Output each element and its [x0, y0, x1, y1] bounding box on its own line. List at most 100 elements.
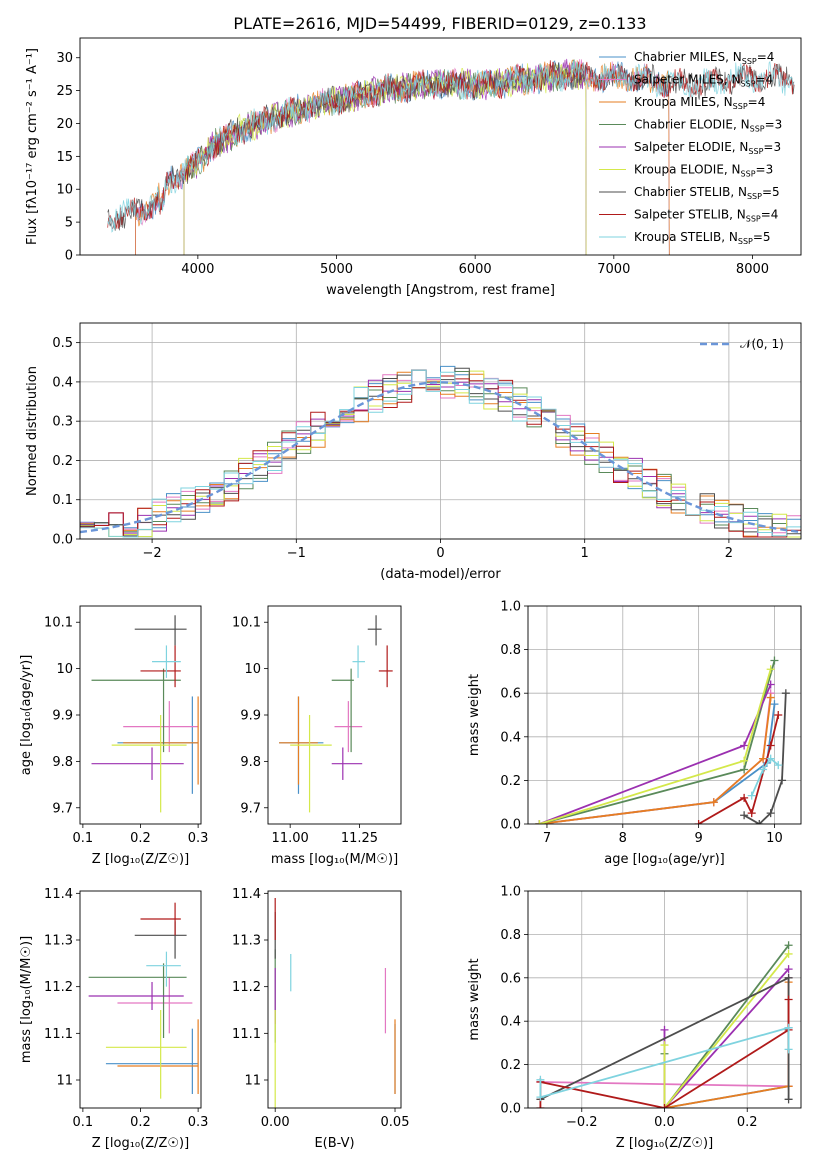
y-tick-label: 15 [56, 150, 73, 165]
y-axis-label: mass [log₁₀(M/M☉)] [19, 936, 34, 1063]
y-axis-label: mass weight [467, 958, 482, 1040]
panel-mass_weight_vs_z: −0.2 0.0 0.2 0.0 0.2 0.4 0.6 0.8 1.0 Z [log₁₀(Z/Z… [467, 885, 802, 1151]
mass-weight-marker [770, 700, 779, 709]
residual-histogram [80, 369, 801, 538]
mass-weight-line [750, 757, 779, 797]
x-tick-label: 0.2 [130, 831, 151, 846]
y-tick-label: 9.9 [52, 709, 73, 724]
y-tick-label: 9.7 [240, 801, 261, 816]
x-axis-label: E(B-V) [314, 1136, 354, 1151]
legend-label: Salpeter MILES, NSSP=4 [634, 73, 773, 89]
axes-frame [267, 605, 402, 825]
panel-age_vs_z: 0.1 0.2 0.3 9.7 9.8 9.9 10 10.1 Z [log₁₀(Z/Z☉)] a… [19, 605, 209, 867]
axes-frame [267, 890, 402, 1109]
mass-weight-line [539, 1026, 790, 1099]
y-tick-label: 0.2 [500, 774, 521, 789]
x-axis-label: Z [log₁₀(Z/Z☉)] [616, 1136, 713, 1151]
y-tick-label: 0.8 [500, 928, 521, 943]
y-tick-label: 11.2 [44, 980, 73, 995]
mass-weight-marker [536, 1104, 545, 1108]
legend-label: Salpeter STELIB, NSSP=4 [634, 208, 778, 224]
plot-area [88, 902, 199, 1099]
plot-area [528, 891, 801, 1108]
x-tick-label: −2 [143, 546, 162, 561]
x-tick-label: 7 [543, 831, 551, 846]
y-tick-label: 0.0 [52, 533, 73, 548]
x-axis-label: mass [log₁₀(M/M☉)] [271, 852, 398, 867]
y-tick-label: 9.9 [240, 709, 261, 724]
x-tick-label: 0.1 [73, 1115, 94, 1130]
panel-residuals: −2 −1 0 1 2 0.0 0.1 0.2 0.3 0.4 0.5 (data-model)/er… [25, 322, 802, 582]
mass-weight-marker [778, 776, 787, 785]
y-tick-label: 11 [56, 1074, 73, 1089]
y-tick-label: 11.3 [232, 934, 261, 949]
mass-weight-line [663, 953, 790, 1108]
y-tick-label: 0.8 [500, 643, 521, 658]
x-tick-label: 8 [619, 831, 627, 846]
mass-weight-marker [784, 941, 793, 950]
y-tick-label: 10 [244, 662, 261, 677]
y-tick-label: 9.8 [52, 755, 73, 770]
x-tick-label: 0.2 [130, 1115, 151, 1130]
mass-weight-marker [770, 656, 779, 665]
mass-weight-marker [759, 754, 768, 763]
y-axis-label: Normed distribution [25, 366, 40, 496]
mass-weight-marker [740, 811, 749, 820]
axes-frame [79, 37, 802, 256]
y-tick-label: 10 [56, 183, 73, 198]
y-tick-label: 20 [56, 117, 73, 132]
mass-weight-marker [784, 1095, 793, 1104]
plot-area [80, 323, 801, 539]
x-tick-label: 0.05 [381, 1115, 410, 1130]
legend-label: Chabrier ELODIE, NSSP=3 [634, 118, 782, 134]
mass-weight-marker [709, 798, 718, 807]
x-tick-label: 5000 [320, 262, 353, 277]
x-tick-label: 0.2 [737, 1115, 758, 1130]
mass-weight-marker [740, 741, 749, 750]
spectrum-legend: Chabrier MILES, NSSP=4 Salpeter MILES, NS… [599, 50, 782, 246]
x-tick-label: 10 [766, 831, 783, 846]
mass-weight-marker [784, 965, 793, 974]
figure-title: PLATE=2616, MJD=54499, FIBERID=0129, z=0… [233, 14, 646, 33]
y-tick-label: 10.1 [232, 616, 261, 631]
y-tick-label: 0.4 [52, 375, 73, 390]
y-tick-label: 0.4 [500, 730, 521, 745]
axes-frame [79, 322, 802, 540]
mass-weight-marker [774, 711, 783, 719]
legend-label: Chabrier MILES, NSSP=4 [634, 50, 774, 66]
x-tick-label: 7000 [597, 262, 630, 277]
axes-frame [527, 605, 802, 825]
y-tick-label: 10 [56, 662, 73, 677]
y-tick-label: 11.1 [44, 1027, 73, 1042]
y-tick-label: 11.4 [44, 887, 73, 902]
residual-histogram [80, 375, 801, 538]
x-tick-label: 11.00 [272, 831, 309, 846]
x-axis-label: Z [log₁₀(Z/Z☉)] [92, 1136, 189, 1151]
y-tick-label: 25 [56, 84, 73, 99]
y-axis-label: age [log₁₀(age/yr)] [19, 655, 34, 776]
axes-frame [79, 605, 202, 825]
y-tick-label: 0.0 [500, 1102, 521, 1117]
plot-area [91, 615, 199, 813]
mass-weight-marker [774, 761, 783, 770]
x-tick-label: 0.1 [73, 831, 94, 846]
x-tick-label: 0.3 [188, 831, 209, 846]
y-tick-label: 0.5 [52, 336, 73, 351]
plot-area [107, 58, 795, 255]
y-tick-label: 30 [56, 51, 73, 66]
panel-mass_vs_ebv: 0.00 0.05 11 11.1 11.2 11.3 11.4 E(B-V) [232, 887, 409, 1151]
x-axis-label: age [log₁₀(age/yr)] [604, 852, 725, 867]
x-tick-label: 0.00 [261, 1115, 290, 1130]
y-tick-label: 0.6 [500, 687, 521, 702]
mass-weight-marker [755, 820, 764, 824]
y-tick-label: 1.0 [500, 600, 521, 615]
legend-label: Salpeter ELODIE, NSSP=3 [634, 140, 781, 156]
mass-weight-marker [784, 1045, 793, 1054]
residual-legend: 𝒩(0, 1) [700, 337, 784, 351]
mass-weight-marker [784, 995, 793, 1004]
x-tick-label: 0.0 [654, 1115, 675, 1130]
mass-weight-marker [766, 680, 775, 689]
y-tick-label: 0 [65, 249, 73, 264]
mass-weight-marker [784, 973, 793, 982]
